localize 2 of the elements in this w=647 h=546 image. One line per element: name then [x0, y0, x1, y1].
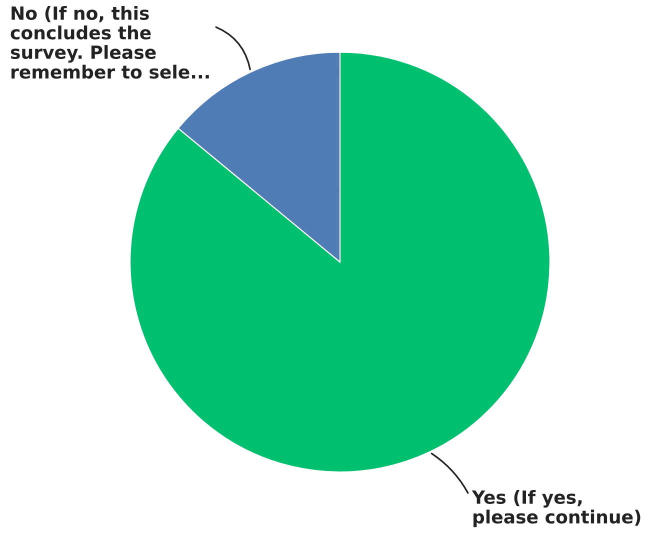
- slice-label: Yes (If yes, please continue): [472, 490, 640, 528]
- slice-label: No (If no, this concludes the survey. Please remember to sele...: [10, 6, 209, 79]
